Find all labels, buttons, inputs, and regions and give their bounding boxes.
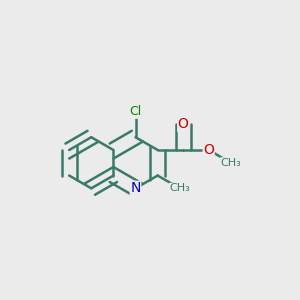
Text: CH₃: CH₃ [220, 158, 241, 168]
Text: O: O [178, 118, 189, 131]
Text: CH₃: CH₃ [169, 183, 190, 193]
Text: O: O [203, 143, 214, 157]
Text: Cl: Cl [129, 105, 142, 118]
Text: N: N [130, 181, 141, 195]
